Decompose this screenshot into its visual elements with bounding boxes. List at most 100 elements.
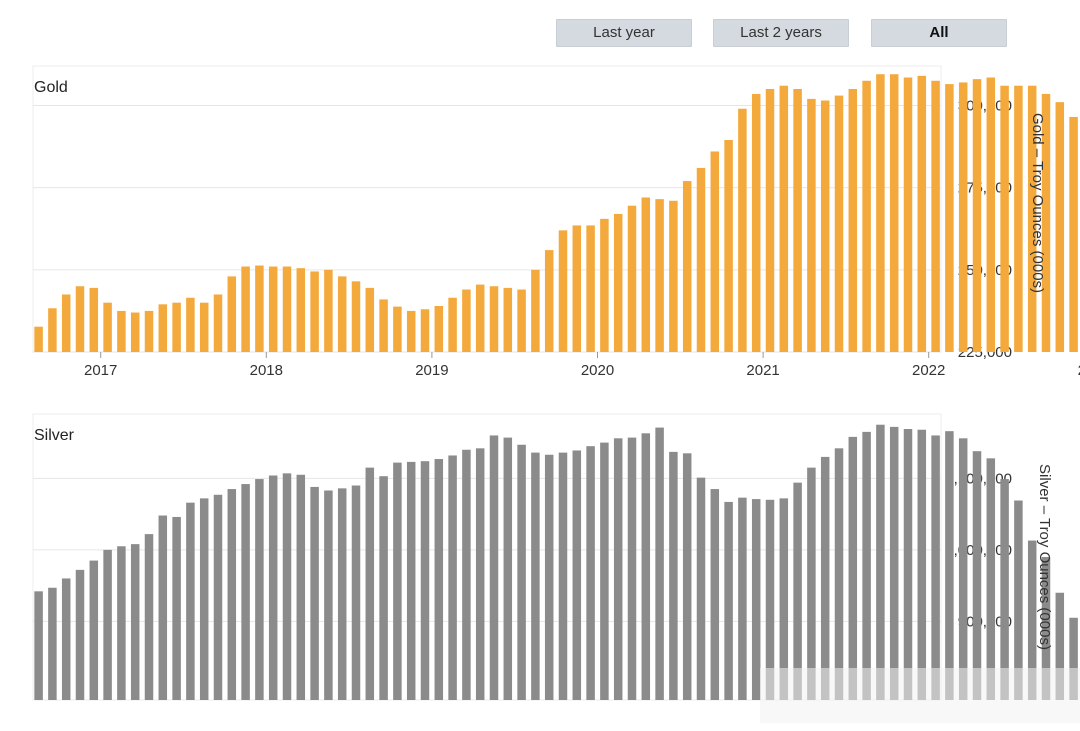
- gold-bar: [103, 302, 112, 352]
- silver-bar: [1000, 479, 1009, 700]
- gold-bar: [627, 205, 637, 352]
- gold-bar: [255, 265, 264, 352]
- gold-bar: [655, 199, 664, 352]
- gold-bar: [572, 225, 582, 352]
- gold-bar: [379, 299, 388, 352]
- silver-bar: [531, 452, 540, 700]
- silver-bar: [337, 488, 347, 700]
- silver-bar: [544, 454, 554, 700]
- silver-bar: [751, 499, 761, 700]
- gold-bar: [958, 82, 968, 352]
- gold-bar: [186, 297, 195, 352]
- silver-bar: [448, 455, 457, 700]
- gold-bar: [434, 305, 444, 352]
- gold-bar: [613, 213, 623, 352]
- silver-bar: [48, 587, 57, 700]
- gold-xtick-label: 2017: [84, 362, 117, 379]
- gold-bar: [365, 287, 375, 352]
- silver-bar: [255, 479, 264, 700]
- silver-bar: [1027, 540, 1037, 700]
- silver-bar: [144, 534, 154, 700]
- gold-bar: [310, 271, 319, 352]
- silver-chart-title: Silver: [34, 427, 75, 444]
- gold-bar: [544, 250, 554, 352]
- gold-bar: [751, 93, 761, 352]
- gold-bar: [1069, 116, 1078, 352]
- silver-bar: [834, 448, 844, 700]
- gold-bar: [75, 286, 85, 352]
- gold-bar: [420, 309, 430, 352]
- gold-bar: [89, 287, 99, 352]
- gold-bar: [503, 287, 513, 352]
- silver-bar: [503, 437, 513, 700]
- silver-bar: [103, 549, 112, 700]
- gold-bar: [724, 139, 733, 352]
- silver-bar: [641, 433, 651, 700]
- silver-bar: [1069, 617, 1078, 700]
- gold-bar: [130, 312, 140, 352]
- gold-xtick-label: 2018: [250, 362, 283, 379]
- all-button[interactable]: All: [871, 19, 1007, 47]
- silver-ytick-label: 900,000: [958, 613, 1012, 630]
- silver-bar: [213, 494, 223, 700]
- silver-bar: [972, 451, 982, 700]
- gold-bar: [199, 302, 209, 352]
- gold-bar: [448, 297, 457, 352]
- silver-bar: [779, 498, 789, 700]
- silver-bar: [365, 467, 375, 701]
- gold-bar: [945, 84, 954, 352]
- silver-bar: [793, 482, 802, 700]
- silver-bar: [517, 444, 526, 700]
- silver-bar: [724, 501, 733, 700]
- gold-plot-border: [32, 65, 942, 353]
- gold-bar: [268, 266, 278, 352]
- silver-bar: [917, 429, 927, 700]
- silver-bar: [130, 544, 140, 700]
- gold-bar: [48, 308, 57, 352]
- last-2-years-button[interactable]: Last 2 years: [713, 19, 849, 47]
- gold-bar: [586, 225, 595, 352]
- last-year-button[interactable]: Last year: [556, 19, 692, 47]
- gold-ytick-label: 225,000: [958, 344, 1012, 361]
- silver-bar: [682, 453, 692, 700]
- silver-bar: [889, 426, 899, 700]
- gold-axis-label: Gold – Troy Ounces (000s): [1029, 113, 1046, 293]
- silver-bar: [227, 489, 237, 700]
- silver-bar: [848, 436, 858, 700]
- silver-bar: [186, 502, 195, 700]
- silver-bar: [268, 475, 278, 700]
- silver-bar: [310, 486, 319, 700]
- gold-bar: [1014, 85, 1023, 352]
- gold-bar: [531, 269, 540, 352]
- gold-ytick-label: 250,000: [958, 262, 1012, 279]
- silver-bar: [89, 560, 99, 700]
- silver-bar: [862, 431, 871, 701]
- silver-axis-label: Silver – Troy Ounces (000s): [1036, 464, 1053, 650]
- silver-bar: [655, 427, 664, 700]
- silver-bar: [876, 424, 885, 700]
- gold-bar: [820, 100, 830, 353]
- gold-xtick-label: 2021: [746, 362, 779, 379]
- gold-bar: [848, 89, 858, 352]
- silver-bar: [586, 446, 595, 700]
- gold-bar: [710, 151, 720, 352]
- silver-bar: [765, 499, 775, 700]
- gold-bar: [1041, 93, 1051, 352]
- silver-bar: [462, 449, 471, 700]
- silver-bar: [406, 461, 416, 700]
- gold-bar: [172, 302, 181, 352]
- gold-bar: [558, 230, 568, 352]
- gold-bar: [406, 310, 416, 352]
- silver-bar: [807, 467, 816, 701]
- gold-xtick-label: 2020: [581, 362, 614, 379]
- gold-bar: [117, 310, 126, 352]
- gold-bar: [696, 167, 706, 352]
- silver-bar: [572, 450, 582, 700]
- silver-bar: [475, 448, 485, 700]
- gold-bar: [834, 95, 844, 352]
- gold-bar: [669, 200, 678, 352]
- silver-bar: [958, 438, 968, 700]
- silver-bar: [489, 435, 499, 700]
- gold-bar: [393, 306, 402, 352]
- watermark-area: [760, 668, 1080, 723]
